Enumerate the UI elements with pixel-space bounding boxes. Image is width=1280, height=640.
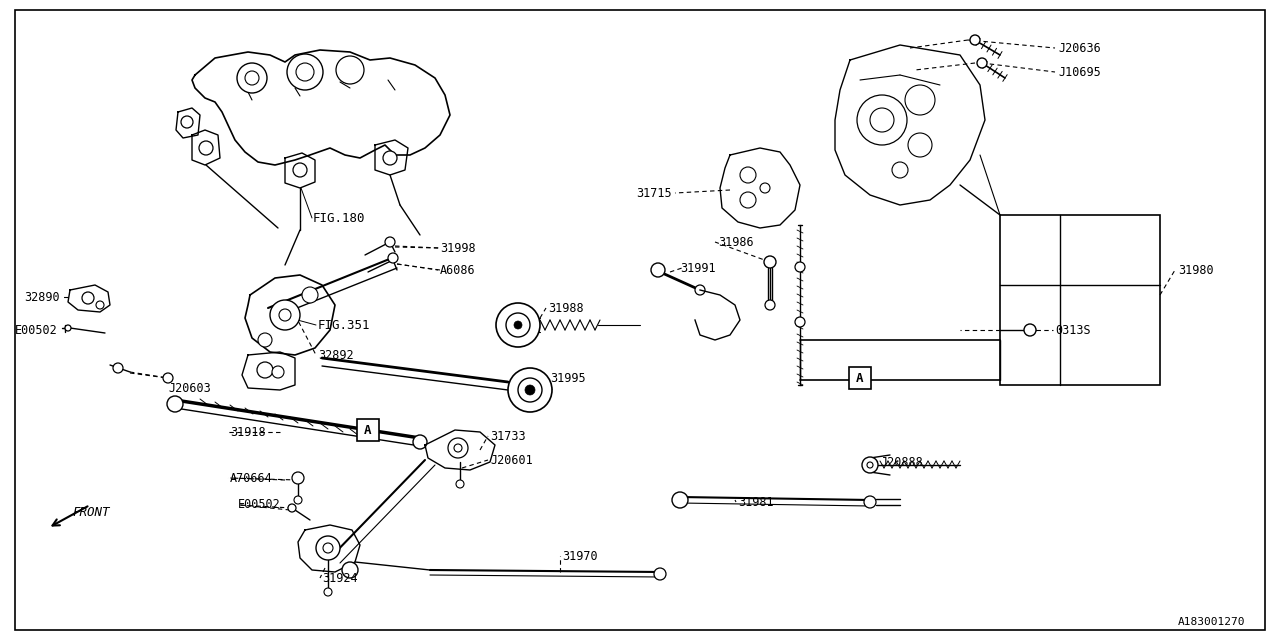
Circle shape xyxy=(905,85,934,115)
Circle shape xyxy=(740,192,756,208)
Circle shape xyxy=(257,362,273,378)
Text: A6086: A6086 xyxy=(440,264,476,276)
Circle shape xyxy=(740,167,756,183)
Circle shape xyxy=(342,562,358,578)
Circle shape xyxy=(287,54,323,90)
Circle shape xyxy=(413,435,428,449)
Bar xyxy=(849,367,870,389)
Circle shape xyxy=(795,262,805,272)
Circle shape xyxy=(864,496,876,508)
Text: J20888: J20888 xyxy=(881,456,923,468)
Circle shape xyxy=(316,536,340,560)
Text: FIG.351: FIG.351 xyxy=(317,319,370,332)
Circle shape xyxy=(652,263,666,277)
Circle shape xyxy=(279,309,291,321)
Circle shape xyxy=(497,303,540,347)
Text: 31733: 31733 xyxy=(490,429,526,442)
Circle shape xyxy=(323,543,333,553)
Circle shape xyxy=(1024,324,1036,336)
Circle shape xyxy=(518,378,541,402)
Circle shape xyxy=(654,568,666,580)
Circle shape xyxy=(870,108,893,132)
Circle shape xyxy=(867,462,873,468)
Circle shape xyxy=(695,285,705,295)
Text: E00502: E00502 xyxy=(15,323,58,337)
Circle shape xyxy=(244,71,259,85)
Circle shape xyxy=(259,333,273,347)
Circle shape xyxy=(672,492,689,508)
Circle shape xyxy=(760,183,771,193)
Circle shape xyxy=(525,385,535,395)
Text: 31991: 31991 xyxy=(680,262,716,275)
Circle shape xyxy=(288,504,296,512)
Circle shape xyxy=(861,457,878,473)
Text: 31988: 31988 xyxy=(548,301,584,314)
Text: J10695: J10695 xyxy=(1059,65,1101,79)
Text: J20601: J20601 xyxy=(490,454,532,467)
Circle shape xyxy=(795,317,805,327)
Text: 32890: 32890 xyxy=(24,291,60,303)
Text: 31924: 31924 xyxy=(323,572,357,584)
Circle shape xyxy=(337,56,364,84)
Text: FRONT: FRONT xyxy=(72,506,110,518)
Circle shape xyxy=(448,438,468,458)
Circle shape xyxy=(293,163,307,177)
Text: 31981: 31981 xyxy=(739,495,773,509)
Circle shape xyxy=(383,151,397,165)
Circle shape xyxy=(506,313,530,337)
Circle shape xyxy=(113,363,123,373)
Text: 31970: 31970 xyxy=(562,550,598,563)
Text: E00502: E00502 xyxy=(238,499,280,511)
Circle shape xyxy=(508,368,552,412)
Circle shape xyxy=(385,237,396,247)
Text: J20603: J20603 xyxy=(168,381,211,394)
Circle shape xyxy=(456,480,465,488)
Bar xyxy=(1000,215,1160,385)
Circle shape xyxy=(96,301,104,309)
Circle shape xyxy=(858,95,908,145)
Circle shape xyxy=(908,133,932,157)
Circle shape xyxy=(970,35,980,45)
Text: A: A xyxy=(856,371,864,385)
Text: 31715: 31715 xyxy=(636,186,672,200)
Circle shape xyxy=(296,63,314,81)
Text: 31998: 31998 xyxy=(440,241,476,255)
Text: 32892: 32892 xyxy=(317,349,353,362)
Text: A: A xyxy=(365,424,371,436)
Circle shape xyxy=(82,292,93,304)
Circle shape xyxy=(65,325,70,331)
Circle shape xyxy=(765,300,774,310)
Circle shape xyxy=(163,373,173,383)
Text: A183001270: A183001270 xyxy=(1178,617,1245,627)
Circle shape xyxy=(388,253,398,263)
Text: 31918: 31918 xyxy=(230,426,266,438)
Circle shape xyxy=(515,321,522,329)
Text: FIG.180: FIG.180 xyxy=(314,211,366,225)
Circle shape xyxy=(324,588,332,596)
Circle shape xyxy=(273,366,284,378)
Text: J20636: J20636 xyxy=(1059,42,1101,54)
Circle shape xyxy=(270,300,300,330)
Text: 31995: 31995 xyxy=(550,371,586,385)
Circle shape xyxy=(180,116,193,128)
Circle shape xyxy=(166,396,183,412)
Circle shape xyxy=(292,472,305,484)
Text: 31986: 31986 xyxy=(718,236,754,248)
Circle shape xyxy=(294,496,302,504)
Circle shape xyxy=(892,162,908,178)
Circle shape xyxy=(198,141,212,155)
Circle shape xyxy=(454,444,462,452)
Circle shape xyxy=(977,58,987,68)
Text: A70664: A70664 xyxy=(230,472,273,484)
Text: 0313S: 0313S xyxy=(1055,323,1091,337)
Circle shape xyxy=(764,256,776,268)
Bar xyxy=(357,419,379,441)
Text: 31980: 31980 xyxy=(1178,264,1213,276)
Circle shape xyxy=(237,63,268,93)
Circle shape xyxy=(302,287,317,303)
